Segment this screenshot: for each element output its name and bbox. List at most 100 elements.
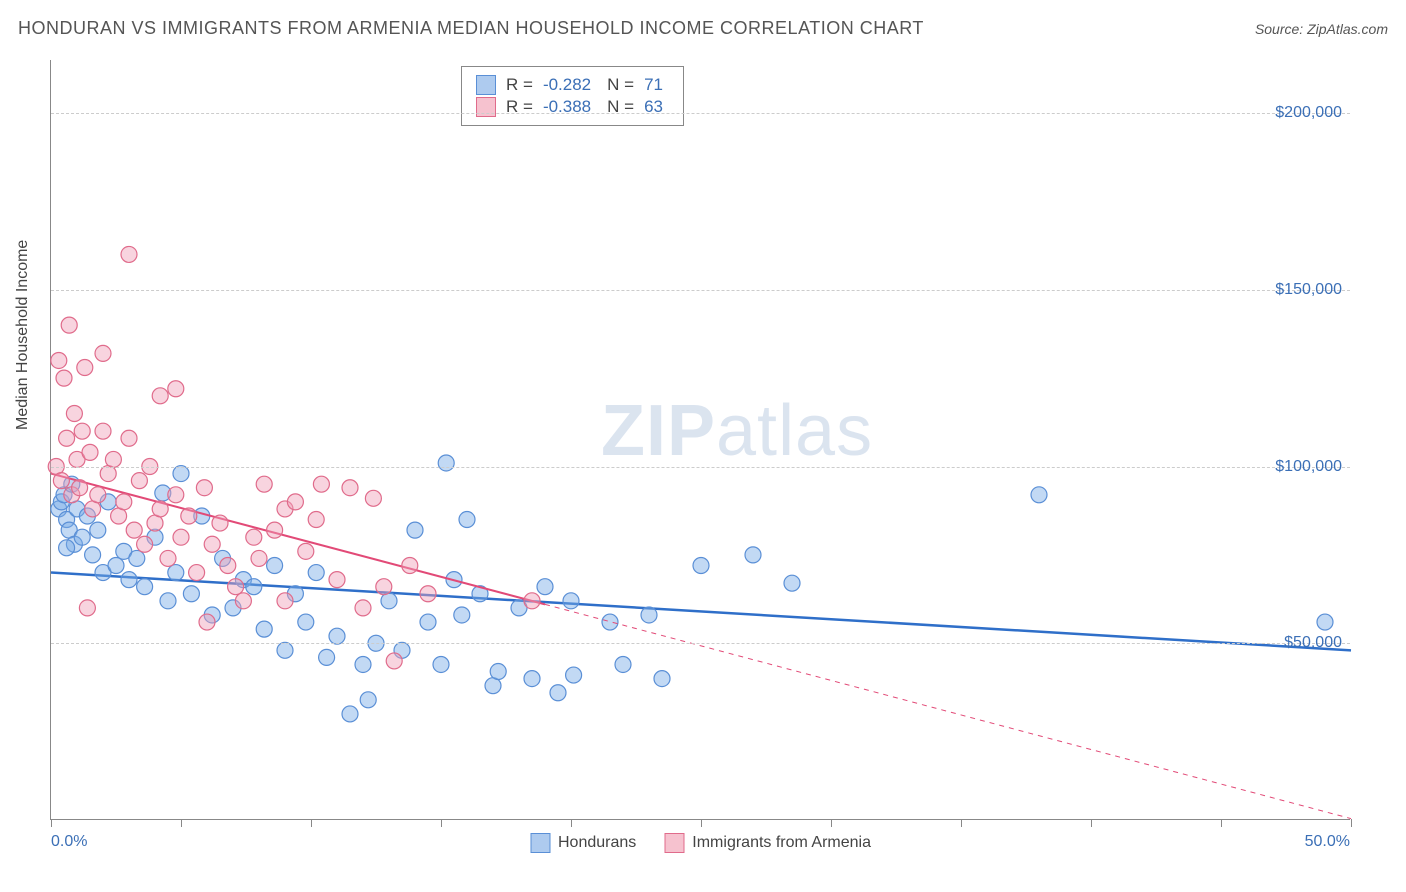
data-point — [137, 536, 153, 552]
data-point — [61, 317, 77, 333]
data-point — [407, 522, 423, 538]
x-tick — [1221, 819, 1222, 827]
x-tick — [1351, 819, 1352, 827]
gridline-h — [51, 290, 1350, 291]
data-point — [524, 593, 540, 609]
data-point — [376, 579, 392, 595]
data-point — [160, 550, 176, 566]
r-value: -0.282 — [543, 75, 591, 95]
data-point — [173, 466, 189, 482]
n-value: 71 — [644, 75, 663, 95]
data-point — [121, 430, 137, 446]
data-point — [95, 423, 111, 439]
x-axis-max-label: 50.0% — [1305, 833, 1350, 851]
data-point — [267, 557, 283, 573]
data-point — [355, 656, 371, 672]
y-axis-title: Median Household Income — [14, 240, 32, 430]
data-point — [524, 671, 540, 687]
trend-line-extension — [545, 604, 1351, 818]
data-point — [745, 547, 761, 563]
chart-title: HONDURAN VS IMMIGRANTS FROM ARMENIA MEDI… — [18, 18, 924, 39]
data-point — [1031, 487, 1047, 503]
data-point — [329, 628, 345, 644]
legend-item: Immigrants from Armenia — [664, 833, 871, 853]
data-point — [228, 579, 244, 595]
data-point — [152, 501, 168, 517]
data-point — [420, 614, 436, 630]
data-point — [181, 508, 197, 524]
data-point — [74, 423, 90, 439]
data-point — [277, 593, 293, 609]
data-point — [212, 515, 228, 531]
data-point — [490, 664, 506, 680]
data-point — [77, 360, 93, 376]
data-point — [550, 685, 566, 701]
data-point — [784, 575, 800, 591]
data-point — [308, 512, 324, 528]
data-point — [386, 653, 402, 669]
data-point — [189, 565, 205, 581]
data-point — [654, 671, 670, 687]
data-point — [196, 480, 212, 496]
data-point — [360, 692, 376, 708]
data-point — [59, 430, 75, 446]
data-point — [1317, 614, 1333, 630]
data-point — [137, 579, 153, 595]
data-point — [246, 529, 262, 545]
data-point — [121, 246, 137, 262]
x-tick — [181, 819, 182, 827]
data-point — [105, 451, 121, 467]
data-point — [173, 529, 189, 545]
x-tick — [441, 819, 442, 827]
data-point — [152, 388, 168, 404]
bottom-legend: Hondurans Immigrants from Armenia — [530, 833, 871, 853]
data-point — [454, 607, 470, 623]
x-tick — [961, 819, 962, 827]
data-point — [72, 480, 88, 496]
x-tick — [831, 819, 832, 827]
data-point — [59, 540, 75, 556]
data-point — [433, 656, 449, 672]
data-point — [602, 614, 618, 630]
data-point — [563, 593, 579, 609]
legend-item: Hondurans — [530, 833, 636, 853]
chart-svg — [51, 60, 1350, 819]
data-point — [90, 522, 106, 538]
data-point — [168, 381, 184, 397]
data-point — [131, 473, 147, 489]
x-tick — [311, 819, 312, 827]
data-point — [277, 642, 293, 658]
data-point — [160, 593, 176, 609]
legend-swatch — [476, 75, 496, 95]
legend-label: Immigrants from Armenia — [692, 834, 871, 852]
gridline-h — [51, 643, 1350, 644]
data-point — [168, 487, 184, 503]
data-point — [537, 579, 553, 595]
data-point — [82, 444, 98, 460]
stats-box: R =-0.282N =71R =-0.388N =63 — [461, 66, 684, 126]
gridline-h — [51, 113, 1350, 114]
data-point — [355, 600, 371, 616]
data-point — [308, 565, 324, 581]
n-label: N = — [607, 75, 634, 95]
data-point — [438, 455, 454, 471]
x-tick — [571, 819, 572, 827]
data-point — [365, 490, 381, 506]
data-point — [298, 614, 314, 630]
data-point — [402, 557, 418, 573]
y-tick-label: $150,000 — [1275, 281, 1342, 299]
data-point — [183, 586, 199, 602]
data-point — [53, 473, 69, 489]
data-point — [199, 614, 215, 630]
data-point — [287, 494, 303, 510]
data-point — [204, 536, 220, 552]
data-point — [342, 480, 358, 496]
x-tick — [701, 819, 702, 827]
r-label: R = — [506, 75, 533, 95]
data-point — [298, 543, 314, 559]
data-point — [126, 522, 142, 538]
data-point — [235, 593, 251, 609]
data-point — [74, 529, 90, 545]
data-point — [251, 550, 267, 566]
data-point — [313, 476, 329, 492]
